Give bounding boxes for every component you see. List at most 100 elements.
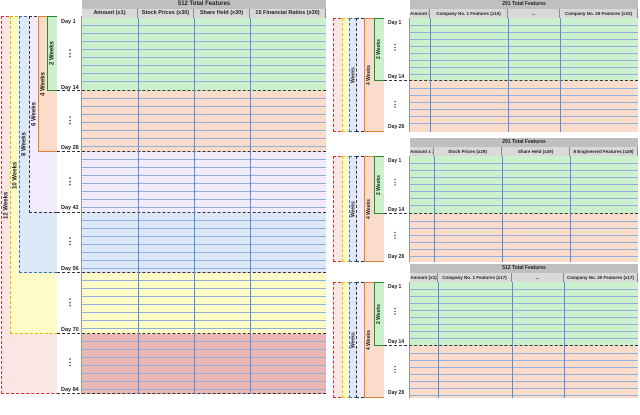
row-line xyxy=(410,367,638,368)
period-boundary xyxy=(57,333,326,334)
row-line xyxy=(82,33,326,34)
row-line xyxy=(82,98,326,99)
row-line xyxy=(410,32,638,33)
column-header: Stock Prices (x29) xyxy=(434,147,502,156)
row-line xyxy=(82,312,326,313)
period-band xyxy=(82,18,326,91)
row-line xyxy=(410,198,638,199)
column-line xyxy=(250,18,251,394)
ellipsis: ⋮ xyxy=(391,178,399,187)
ellipsis: ⋮ xyxy=(65,236,75,246)
period-band xyxy=(82,213,326,273)
feature-panel-3: Weeks 4 Weeks 2 Weeks ⋮ ⋮ 291 Total Features A… xyxy=(332,138,638,262)
window-label: 2 Weeks xyxy=(49,41,56,66)
period-boundary xyxy=(57,272,326,273)
row-line xyxy=(410,163,638,164)
window-label: 4 Weeks xyxy=(366,65,372,85)
window-label: 2 Weeks xyxy=(376,304,382,324)
feature-panel-2: Weeks 4 Weeks 2 Weeks ⋮ ⋮ 291 Total Features A… xyxy=(332,0,638,132)
column-header: 8 Engineered Features (x29) xyxy=(570,147,638,156)
column-header: 15 Financial Ratios (x30) xyxy=(250,9,326,18)
row-line xyxy=(82,381,326,382)
row-line xyxy=(410,296,638,297)
row-line xyxy=(410,39,638,40)
period-boundary xyxy=(384,345,638,346)
row-line xyxy=(82,106,326,107)
row-line xyxy=(410,184,638,185)
period-boundary xyxy=(57,393,326,394)
ellipsis: ⋮ xyxy=(391,99,399,109)
row-line xyxy=(82,114,326,115)
row-line xyxy=(410,60,638,61)
row-line xyxy=(410,374,638,375)
row-line xyxy=(82,183,326,184)
ellipsis: ⋮ xyxy=(65,47,75,58)
day-label: Day 70 xyxy=(61,327,79,333)
row-line xyxy=(82,130,326,131)
row-line xyxy=(82,244,326,245)
column-header: Share Held (x29) xyxy=(502,147,570,156)
row-line xyxy=(82,220,326,221)
row-line xyxy=(82,167,326,168)
row-line xyxy=(410,303,638,304)
column-header: ... xyxy=(512,273,564,282)
period-band xyxy=(82,334,326,394)
day-label: Day 42 xyxy=(61,205,79,211)
column-header: Amount (x1) xyxy=(410,273,438,282)
day-label: Day 28 xyxy=(388,254,405,260)
day-label: Day 28 xyxy=(61,145,79,151)
day-label: Day 84 xyxy=(61,387,79,393)
row-line xyxy=(82,57,326,58)
row-line xyxy=(82,341,326,342)
row-line xyxy=(410,317,638,318)
day-label: Day 14 xyxy=(388,74,405,80)
column-header: Stock Prices (x30) xyxy=(138,9,194,18)
row-line xyxy=(82,191,326,192)
day-label: Day 14 xyxy=(388,339,405,345)
row-line xyxy=(410,67,638,68)
window-label: 8 Weeks xyxy=(21,132,28,157)
row-line xyxy=(82,175,326,176)
column-line xyxy=(430,18,431,132)
row-line xyxy=(82,199,326,200)
column-header: Amount x 1 xyxy=(410,147,434,156)
row-line xyxy=(410,388,638,389)
row-line xyxy=(410,331,638,332)
panel-title: 291 Total Features xyxy=(410,138,638,147)
window-label: Weeks xyxy=(350,201,357,217)
row-line xyxy=(410,256,638,257)
ellipsis: ⋮ xyxy=(65,175,75,186)
period-band xyxy=(82,273,326,334)
panel-title: 291 Total Features xyxy=(410,0,638,9)
row-line xyxy=(82,357,326,358)
row-line xyxy=(410,242,638,243)
row-line xyxy=(410,381,638,382)
column-line xyxy=(564,282,565,398)
row-line xyxy=(82,65,326,66)
row-line xyxy=(410,235,638,236)
row-line xyxy=(410,74,638,75)
window-label: 4 Weeks xyxy=(366,330,372,350)
column-header: Company No. 29 Features (x10) xyxy=(560,9,638,18)
ellipsis: ⋮ xyxy=(65,357,75,367)
row-line xyxy=(82,146,326,147)
row-line xyxy=(82,41,326,42)
window-label: 2 Weeks xyxy=(376,39,382,60)
row-line xyxy=(82,49,326,50)
column-header: ... xyxy=(508,9,560,18)
day-label: Day 56 xyxy=(61,266,79,272)
row-line xyxy=(410,249,638,250)
window-label: 2 Weeks xyxy=(376,175,382,195)
day-label-strip xyxy=(57,16,82,394)
row-line xyxy=(82,260,326,261)
column-line xyxy=(502,156,503,262)
row-line xyxy=(82,252,326,253)
day-label: Day 28 xyxy=(388,390,405,396)
ellipsis: ⋮ xyxy=(391,307,399,316)
row-line xyxy=(410,338,638,339)
feature-panel-4: Weeks 4 Weeks 2 Weeks ⋮ ⋮ 512 Total Features A… xyxy=(332,264,638,398)
panel-title: 512 Total Features xyxy=(82,0,326,9)
day-label: Day 1 xyxy=(388,158,402,164)
row-line xyxy=(410,116,638,117)
row-line xyxy=(82,228,326,229)
